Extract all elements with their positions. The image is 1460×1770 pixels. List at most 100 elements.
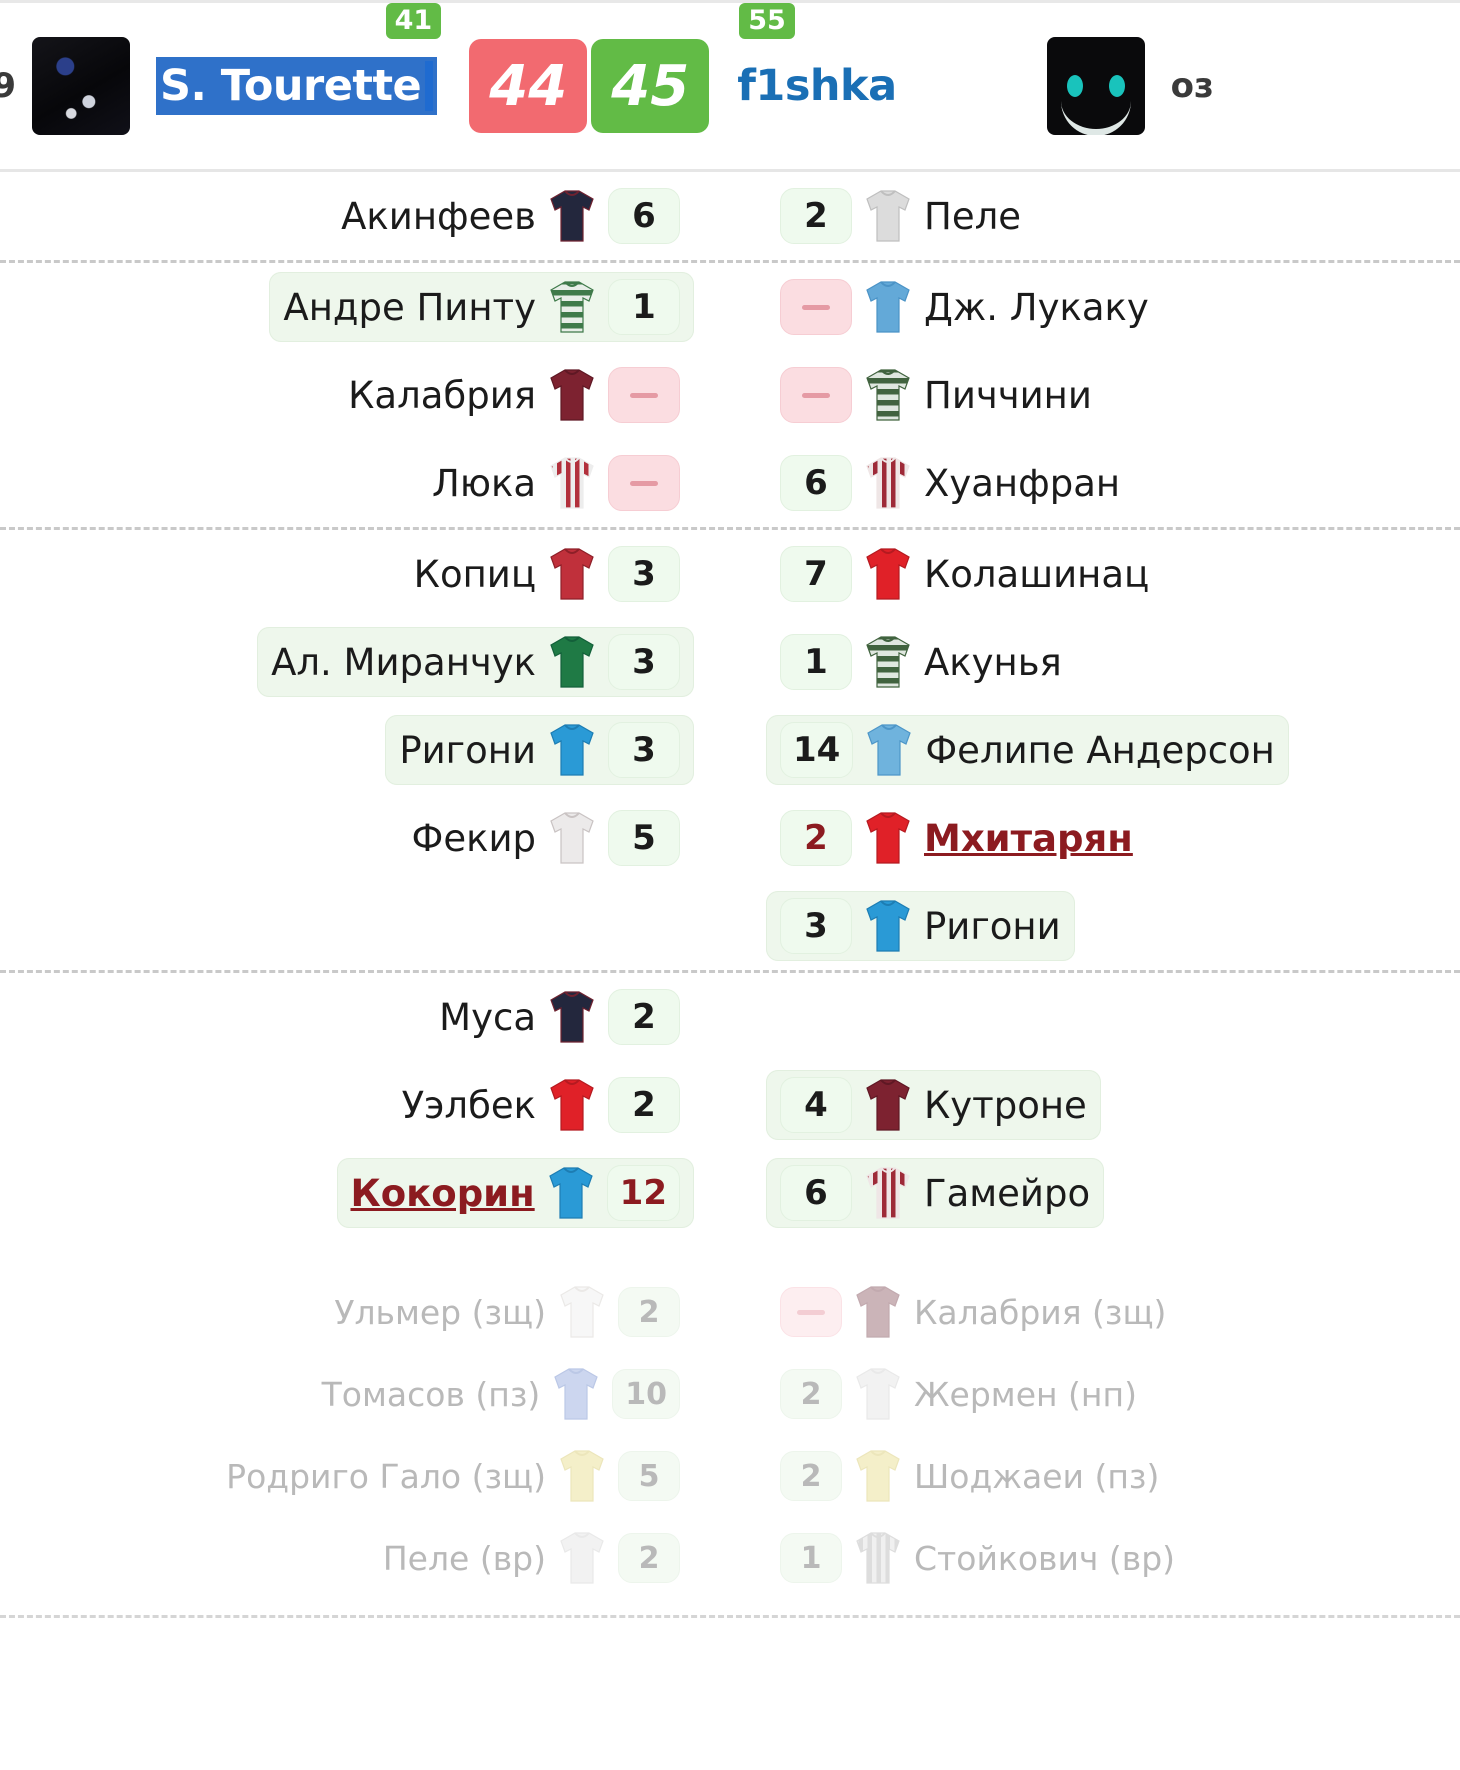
player-name[interactable]: Копиц xyxy=(413,552,536,596)
bench-row: Пеле (вр) 2 1 Стойкович (вр) xyxy=(0,1517,1460,1599)
player-cell[interactable]: Пеле (вр) 2 xyxy=(369,1523,694,1593)
player-cell[interactable]: 2 Пеле xyxy=(766,181,1035,251)
player-name[interactable]: Пеле (вр) xyxy=(382,1538,546,1578)
value-badge: 1 xyxy=(780,1533,842,1583)
bench-row: Томасов (пз) 10 2 Жермен (нп) xyxy=(0,1353,1460,1435)
player-slot: Акинфеев 6 xyxy=(0,172,730,260)
player-cell[interactable]: 2 Жермен (нп) xyxy=(766,1359,1151,1429)
shirt-icon xyxy=(548,455,596,511)
player-name[interactable]: Ригони xyxy=(399,728,536,772)
left-avatar[interactable] xyxy=(32,37,130,135)
player-cell[interactable]: Томасов (пз) 10 xyxy=(308,1359,694,1429)
shirt-icon xyxy=(864,810,912,866)
player-cell[interactable]: 6 Гамейро xyxy=(766,1158,1105,1228)
player-cell[interactable]: Копиц 3 xyxy=(400,539,694,609)
player-cell[interactable]: Ригони 3 xyxy=(385,715,694,785)
left-player-name[interactable]: S. Tourette xyxy=(160,61,434,111)
player-cell[interactable]: Андре Пинту 1 xyxy=(269,272,694,342)
player-name[interactable]: Пиччини xyxy=(924,373,1092,417)
player-slot: 2 Жермен (нп) xyxy=(730,1353,1460,1435)
player-cell[interactable]: Ульмер (зщ) 2 xyxy=(320,1277,694,1347)
player-name[interactable]: Ригони xyxy=(924,904,1061,948)
value-badge: 2 xyxy=(618,1533,680,1583)
shirt-icon xyxy=(854,1366,902,1422)
player-name[interactable]: Гамейро xyxy=(924,1171,1091,1215)
player-name[interactable]: Кокорин xyxy=(350,1171,535,1215)
player-name[interactable]: Уэлбек xyxy=(401,1083,536,1127)
shirt-icon xyxy=(864,898,912,954)
shirt-icon xyxy=(548,634,596,690)
player-slot: Андре Пинту 1 xyxy=(0,263,730,351)
value-badge: 3 xyxy=(608,634,680,690)
player-slot: Пеле (вр) 2 xyxy=(0,1517,730,1599)
player-name[interactable]: Люка xyxy=(432,461,536,505)
player-name[interactable]: Андре Пинту xyxy=(283,285,536,329)
player-cell[interactable]: 6 Хуанфран xyxy=(766,448,1134,518)
player-cell[interactable]: 14 Фелипе Андерсон xyxy=(766,715,1289,785)
right-player-name[interactable]: f1shka xyxy=(737,61,897,111)
value-badge-empty xyxy=(608,455,680,511)
player-name[interactable]: Кутроне xyxy=(924,1083,1087,1127)
bench-bottom-divider xyxy=(0,1615,1460,1618)
player-name[interactable]: Жермен (нп) xyxy=(914,1374,1137,1414)
player-name[interactable]: Фелипе Андерсон xyxy=(925,728,1275,772)
empty-slot xyxy=(730,973,1460,1061)
player-name[interactable]: Шоджаеи (пз) xyxy=(914,1456,1160,1496)
player-cell[interactable]: 3 Ригони xyxy=(766,891,1075,961)
player-cell[interactable]: Дж. Лукаку xyxy=(766,272,1163,342)
lineup-row: Муса 2 xyxy=(0,973,1460,1061)
shirt-icon xyxy=(864,1077,912,1133)
player-cell[interactable]: Фекир 5 xyxy=(398,803,695,873)
player-cell[interactable]: Акинфеев 6 xyxy=(327,181,694,251)
player-name[interactable]: Акунья xyxy=(924,640,1062,684)
player-name[interactable]: Колашинац xyxy=(924,552,1150,596)
player-cell[interactable]: 2 Мхитарян xyxy=(766,803,1147,873)
player-slot: Томасов (пз) 10 xyxy=(0,1353,730,1435)
shirt-icon xyxy=(558,1284,606,1340)
player-name[interactable]: Ульмер (зщ) xyxy=(334,1292,546,1332)
player-cell[interactable]: Калабрия xyxy=(334,360,694,430)
player-cell[interactable]: 2 Шоджаеи (пз) xyxy=(766,1441,1173,1511)
player-cell[interactable]: Люка xyxy=(418,448,694,518)
value-badge: 3 xyxy=(780,898,852,954)
player-name[interactable]: Муса xyxy=(439,995,536,1039)
player-name[interactable]: Дж. Лукаку xyxy=(924,285,1149,329)
player-cell[interactable]: 7 Колашинац xyxy=(766,539,1163,609)
player-name[interactable]: Родриго Гало (зщ) xyxy=(226,1456,546,1496)
shirt-icon xyxy=(548,188,596,244)
player-name[interactable]: Калабрия (зщ) xyxy=(914,1292,1167,1332)
player-slot: Калабрия xyxy=(0,351,730,439)
shirt-icon xyxy=(548,367,596,423)
player-cell[interactable]: Уэлбек 2 xyxy=(388,1070,694,1140)
player-name[interactable]: Пеле xyxy=(924,194,1021,238)
player-cell[interactable]: Пиччини xyxy=(766,360,1106,430)
value-badge: 10 xyxy=(612,1369,680,1419)
player-name[interactable]: Хуанфран xyxy=(924,461,1121,505)
player-name[interactable]: Томасов (пз) xyxy=(321,1374,541,1414)
player-cell[interactable]: Ал. Миранчук 3 xyxy=(257,627,694,697)
player-cell[interactable]: 1 Стойкович (вр) xyxy=(766,1523,1189,1593)
lineup-group-defenders: Андре Пинту 1 Дж. Лукаку Калабрия Пиччини Люк… xyxy=(0,260,1460,527)
empty-slot xyxy=(0,882,730,970)
player-name[interactable]: Ал. Миранчук xyxy=(271,640,536,684)
player-slot: Калабрия (зщ) xyxy=(730,1271,1460,1353)
player-cell[interactable]: 1 Акунья xyxy=(766,627,1076,697)
player-slot: 1 Стойкович (вр) xyxy=(730,1517,1460,1599)
player-name[interactable]: Акинфеев xyxy=(341,194,536,238)
value-badge: 2 xyxy=(608,1077,680,1133)
right-avatar[interactable] xyxy=(1046,37,1145,135)
value-badge: 2 xyxy=(780,1369,842,1419)
player-name[interactable]: Мхитарян xyxy=(924,816,1133,860)
player-cell[interactable]: Родриго Гало (зщ) 5 xyxy=(212,1441,694,1511)
lineup-row: Ал. Миранчук 3 1 Акунья xyxy=(0,618,1460,706)
player-slot: Фекир 5 xyxy=(0,794,730,882)
player-name[interactable]: Стойкович (вр) xyxy=(914,1538,1176,1578)
player-cell[interactable]: Калабрия (зщ) xyxy=(766,1277,1180,1347)
match-header: 9 41 S. Tourette 44 45 55 f1shka оз xyxy=(0,0,1460,172)
player-cell[interactable]: 4 Кутроне xyxy=(766,1070,1101,1140)
player-slot: Ульмер (зщ) 2 xyxy=(0,1271,730,1353)
player-cell[interactable]: Кокорин 12 xyxy=(336,1158,694,1228)
player-name[interactable]: Фекир xyxy=(411,816,537,860)
player-cell[interactable]: Муса 2 xyxy=(425,982,694,1052)
player-name[interactable]: Калабрия xyxy=(348,373,536,417)
